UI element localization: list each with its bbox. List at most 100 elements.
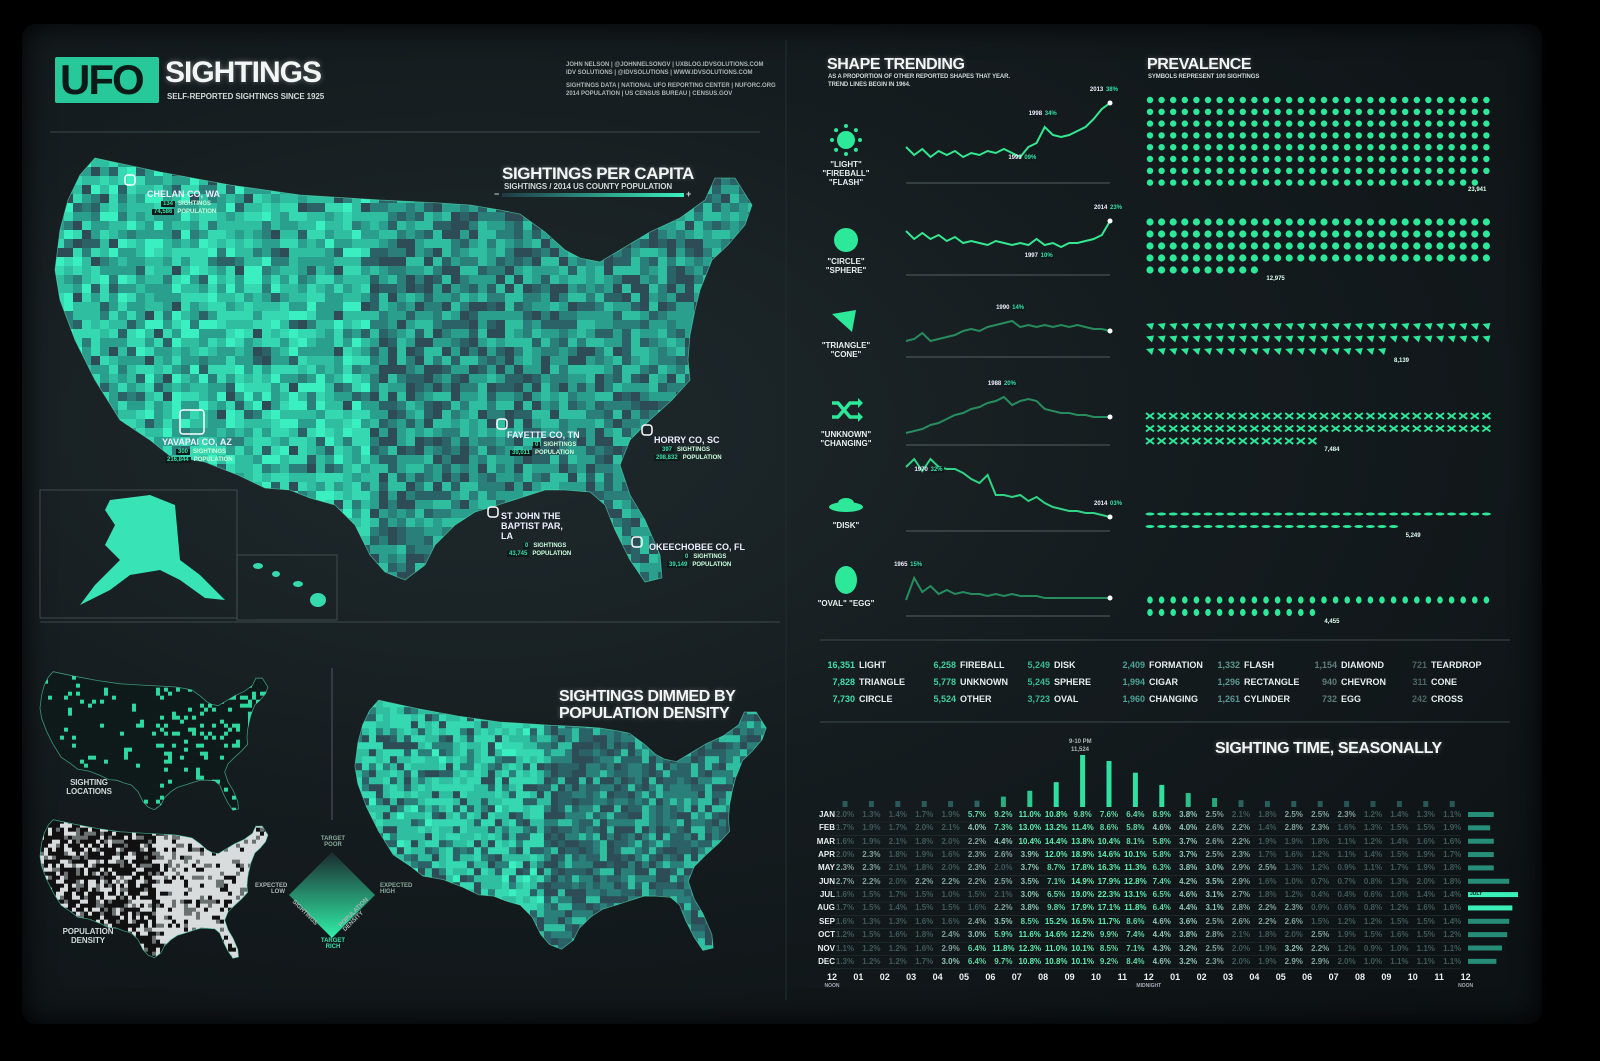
- county-cell: [64, 527, 74, 537]
- county-cell: [99, 683, 105, 689]
- county-cell: [325, 482, 335, 492]
- county-cell: [361, 383, 371, 393]
- county-cell: [577, 221, 587, 231]
- county-cell: [523, 419, 533, 429]
- county-cell: [370, 482, 380, 492]
- county-cell: [179, 687, 185, 693]
- county-cell: [361, 482, 371, 492]
- county-cell: [676, 581, 686, 582]
- county-cell: [111, 739, 117, 745]
- county-cell: [190, 428, 200, 438]
- county-cell: [226, 518, 236, 528]
- county-cell: [215, 727, 221, 733]
- county-cell: [100, 563, 110, 573]
- county-cell: [43, 751, 49, 757]
- county-cell: [151, 691, 157, 697]
- county-cell: [352, 212, 362, 222]
- county-cell: [100, 239, 110, 249]
- county-cell: [640, 257, 650, 267]
- county-cell: [253, 320, 263, 330]
- county-cell: [271, 446, 281, 456]
- county-cell: [219, 743, 225, 749]
- county-cell: [316, 284, 326, 294]
- county-cell: [487, 329, 497, 339]
- county-cell: [658, 347, 668, 357]
- county-cell: [604, 302, 614, 312]
- county-cell: [586, 581, 596, 582]
- county-cell: [127, 275, 137, 285]
- county-cell: [442, 167, 452, 177]
- county-cell: [685, 419, 695, 429]
- county-cell: [154, 356, 164, 366]
- county-cell: [703, 302, 713, 312]
- county-cell: [649, 545, 659, 555]
- county-cell: [676, 374, 686, 384]
- county-cell: [559, 410, 569, 420]
- county-cell: [451, 365, 461, 375]
- county-cell: [127, 731, 133, 737]
- county-cell: [87, 707, 93, 713]
- county-cell: [263, 715, 268, 721]
- county-cell: [496, 275, 506, 285]
- county-cell: [171, 699, 177, 705]
- county-cell: [223, 703, 229, 709]
- county-cell: [271, 518, 281, 528]
- county-cell: [247, 675, 253, 681]
- county-cell: [307, 284, 317, 294]
- county-cell: [460, 302, 470, 312]
- county-cell: [433, 257, 443, 267]
- county-cell: [147, 739, 153, 745]
- county-cell: [215, 675, 221, 681]
- county-cell: [352, 491, 362, 501]
- county-cell: [253, 527, 263, 537]
- county-cell: [154, 275, 164, 285]
- county-cell: [253, 545, 263, 555]
- county-cell: [191, 727, 197, 733]
- county-cell: [136, 212, 146, 222]
- county-cell: [406, 203, 416, 213]
- county-cell: [217, 239, 227, 249]
- county-cell: [187, 727, 193, 733]
- county-cell: [55, 221, 65, 231]
- county-cell: [91, 671, 97, 677]
- county-cell: [271, 545, 281, 555]
- county-cell: [211, 675, 217, 681]
- county-cell: [179, 683, 185, 689]
- county-cell: [289, 518, 299, 528]
- county-cell: [63, 715, 69, 721]
- county-cell: [379, 293, 389, 303]
- county-cell: [361, 410, 371, 420]
- county-cell: [67, 747, 73, 753]
- county-cell: [91, 194, 101, 204]
- county-cell: [289, 194, 299, 204]
- county-cell: [244, 518, 254, 528]
- county-cell: [171, 727, 177, 733]
- county-cell: [175, 703, 181, 709]
- county-cell: [163, 446, 173, 456]
- county-cell: [559, 266, 569, 276]
- county-cell: [280, 419, 290, 429]
- county-cell: [199, 392, 209, 402]
- county-cell: [433, 581, 443, 582]
- county-cell: [55, 410, 65, 420]
- county-cell: [259, 699, 265, 705]
- county-cell: [127, 675, 133, 681]
- county-cell: [622, 356, 632, 366]
- county-cell: [208, 158, 218, 168]
- county-cell: [361, 518, 371, 528]
- county-cell: [505, 491, 515, 501]
- county-cell: [496, 347, 506, 357]
- county-cell: [99, 727, 105, 733]
- county-cell: [40, 747, 45, 753]
- county-cell: [613, 419, 623, 429]
- county-cell: [163, 751, 169, 757]
- county-cell: [127, 194, 137, 204]
- county-cell: [487, 257, 497, 267]
- county-cell: [115, 727, 121, 733]
- county-cell: [487, 464, 497, 474]
- county-cell: [73, 554, 83, 564]
- county-cell: [667, 203, 677, 213]
- county-cell: [143, 703, 149, 709]
- county-cell: [478, 455, 488, 465]
- county-cell: [739, 320, 749, 330]
